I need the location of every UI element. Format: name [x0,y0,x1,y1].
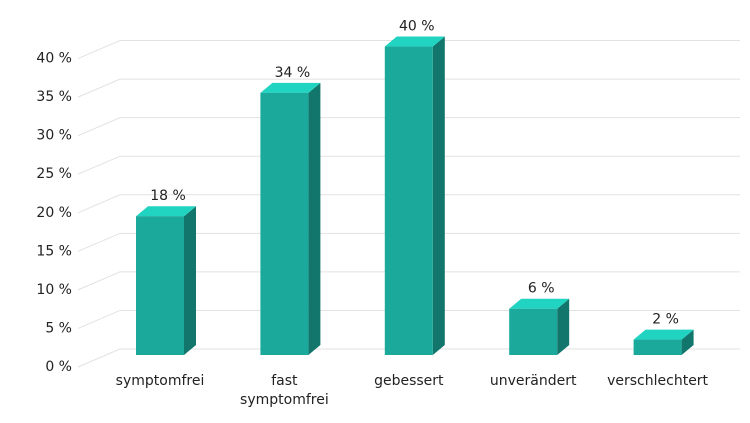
grid-line [77,117,740,137]
bar [136,216,184,355]
bar-top [509,298,570,309]
bar-side [557,298,570,355]
bar-side [432,36,445,356]
y-tick-label: 40 % [36,51,72,67]
y-tick-label: 20 % [36,205,72,221]
bar-side [681,329,694,355]
bar-top [384,36,445,47]
y-tick-label: 35 % [36,89,72,105]
bar [384,46,433,356]
x-tick-label: gebessert [374,373,444,389]
bar-top [260,82,321,93]
y-tick-label: 25 % [36,166,72,182]
x-tick-label: verschlechtert [607,373,709,389]
x-tick-label: fast symptomfrei [240,373,329,408]
x-tick-label: symptomfrei [115,373,205,389]
y-tick-label: 10 % [36,282,72,298]
bar [260,92,309,356]
grid-line [77,40,740,60]
bar [509,308,558,355]
bar-side [184,206,196,355]
value-label: 2 % [652,312,679,328]
bar-top [136,206,196,217]
grid-line [77,194,740,214]
grid-line [77,271,740,291]
value-label: 40 % [399,19,435,35]
value-label: 6 % [528,281,555,297]
x-tick-label: unverändert [489,373,577,389]
bar-top [633,329,694,340]
grid-line [77,232,740,252]
value-label: 18 % [150,188,186,204]
y-tick-label: 15 % [36,243,72,259]
bar-side [308,82,321,356]
grid-line [77,155,740,175]
bar [633,339,682,355]
grid-line [77,78,740,98]
y-tick-label: 5 % [45,320,72,336]
y-tick-label: 30 % [36,128,72,144]
y-tick-label: 0 % [45,359,72,375]
value-label: 34 % [275,65,311,81]
